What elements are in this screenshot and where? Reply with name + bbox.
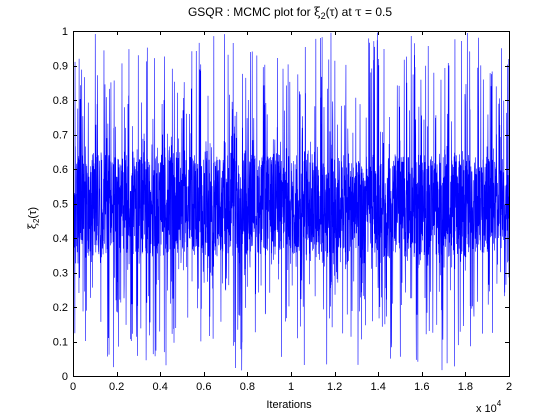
x-tick-label: 1.8 (458, 381, 473, 393)
x-tick-label: 0.6 (196, 381, 211, 393)
y-tick-label: 0.9 (53, 61, 68, 73)
series-line (73, 32, 509, 371)
y-axis: 0 0.1 0.2 0.3 0.4 0.5 0.6 0.7 0.8 0.9 1 (53, 26, 509, 383)
x-axis: 0 0.2 0.4 0.6 0.8 1 1.2 1.4 1.6 1.8 2 (70, 31, 512, 393)
x-axis-multiplier: x 104 (476, 399, 502, 415)
y-axis-label: ξ2(τ) (26, 207, 41, 229)
x-tick-label: 0 (70, 381, 76, 393)
y-tick-label: 0.4 (53, 233, 68, 245)
x-tick-label: 0.2 (109, 381, 124, 393)
chart-title: GSQR : MCMC plot for ξ2(τ) at τ = 0.5 (188, 5, 392, 21)
x-axis-label: Iterations (266, 399, 312, 411)
x-tick-label: 1.6 (414, 381, 429, 393)
y-tick-label: 0.5 (53, 199, 68, 211)
y-tick-label: 0.6 (53, 164, 68, 176)
y-tick-label: 0.2 (53, 302, 68, 314)
x-tick-label: 0.8 (240, 381, 255, 393)
y-tick-label: 0 (62, 371, 68, 383)
plot-area: 0 0.2 0.4 0.6 0.8 1 1.2 1.4 1.6 1.8 2 0 0.1 0.2 0.3 0.… (53, 26, 512, 393)
x-tick-label: 1 (288, 381, 294, 393)
y-tick-label: 0.1 (53, 337, 68, 349)
x-tick-label: 1.4 (371, 381, 386, 393)
x-tick-label: 0.4 (153, 381, 168, 393)
x-tick-label: 1.2 (327, 381, 342, 393)
y-tick-label: 0.3 (53, 268, 68, 280)
y-tick-label: 1 (62, 26, 68, 38)
y-tick-label: 0.7 (53, 130, 68, 142)
x-tick-label: 2 (506, 381, 512, 393)
y-tick-label: 0.8 (53, 95, 68, 107)
series-layer (73, 32, 509, 371)
